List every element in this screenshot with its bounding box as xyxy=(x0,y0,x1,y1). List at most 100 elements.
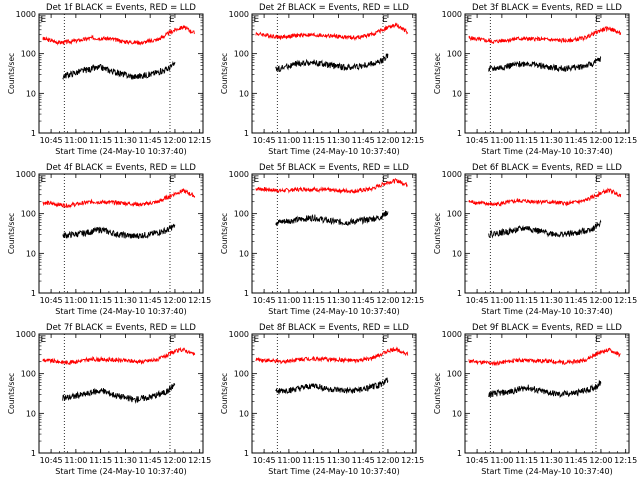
x-tick-label: 11:00 xyxy=(490,456,513,465)
x-tick-label: 10:45 xyxy=(466,456,489,465)
x-tick-label: 11:00 xyxy=(277,136,300,145)
chart-svg: Det 1f BLACK = Events, RED = LLD 1 10 100 10… xyxy=(7,3,211,156)
x-tick-label: 12:15 xyxy=(188,136,211,145)
x-tick-label: 11:45 xyxy=(139,456,162,465)
y-tick-label: 1000 xyxy=(16,10,36,19)
plot-frame xyxy=(38,13,204,134)
detector-panel-9: Det 9f BLACK = Events, RED = LLD 1 10 100 10… xyxy=(427,320,639,478)
x-tick-label: 11:00 xyxy=(490,136,513,145)
y-tick-label: 100 xyxy=(234,370,249,379)
y-tick-label: 100 xyxy=(234,50,249,59)
chart-title: Det 2f BLACK = Events, RED = LLD xyxy=(259,3,409,13)
event-marker-label: E xyxy=(169,335,175,345)
x-tick-label: 11:00 xyxy=(64,296,87,305)
chart-svg: Det 8f BLACK = Events, RED = LLD 1 10 100 10… xyxy=(220,323,424,476)
x-tick-label: 10:45 xyxy=(253,296,276,305)
y-axis-label: Counts/sec xyxy=(433,53,442,94)
x-axis-label: Start Time (24-May-10 10:37:40) xyxy=(55,147,186,156)
y-tick-label: 10 xyxy=(239,89,249,98)
y-tick-label: 10 xyxy=(26,249,36,258)
events-series-line xyxy=(488,219,602,239)
y-tick-label: 100 xyxy=(447,210,462,219)
y-axis-label: Counts/sec xyxy=(220,53,229,94)
y-tick-label: 100 xyxy=(21,50,36,59)
detector-panel-8: Det 8f BLACK = Events, RED = LLD 1 10 100 10… xyxy=(214,320,426,478)
chart-title: Det 7f BLACK = Events, RED = LLD xyxy=(46,323,196,333)
chart-svg: Det 2f BLACK = Events, RED = LLD 1 10 100 10… xyxy=(220,3,424,156)
x-tick-label: 11:15 xyxy=(515,136,538,145)
y-tick-label: 1000 xyxy=(229,10,249,19)
events-series-line xyxy=(62,382,176,404)
plot-frame xyxy=(464,333,630,454)
lld-series-line xyxy=(468,347,621,367)
x-tick-label: 12:00 xyxy=(376,456,399,465)
x-tick-label: 11:15 xyxy=(302,456,325,465)
chart-title: Det 1f BLACK = Events, RED = LLD xyxy=(46,3,196,13)
x-tick-label: 11:30 xyxy=(540,136,563,145)
detector-panel-7: Det 7f BLACK = Events, RED = LLD 1 10 100 10… xyxy=(1,320,213,478)
x-tick-label: 12:15 xyxy=(188,456,211,465)
x-tick-label: 12:15 xyxy=(401,296,424,305)
events-series-line xyxy=(275,210,389,227)
x-axis-label: Start Time (24-May-10 10:37:40) xyxy=(481,467,612,476)
chart-title: Det 6f BLACK = Events, RED = LLD xyxy=(472,163,622,173)
y-tick-label: 10 xyxy=(26,409,36,418)
x-axis-label: Start Time (24-May-10 10:37:40) xyxy=(55,467,186,476)
x-tick-label: 11:15 xyxy=(515,296,538,305)
x-tick-label: 10:45 xyxy=(40,296,63,305)
x-tick-label: 11:45 xyxy=(565,296,588,305)
events-series-line xyxy=(488,379,602,399)
x-tick-label: 11:45 xyxy=(565,136,588,145)
x-tick-label: 12:00 xyxy=(589,296,612,305)
x-tick-label: 10:45 xyxy=(253,456,276,465)
x-tick-label: 12:15 xyxy=(614,136,637,145)
x-tick-label: 11:15 xyxy=(302,296,325,305)
detector-panel-6: Det 6f BLACK = Events, RED = LLD 1 10 100 10… xyxy=(427,160,639,318)
x-tick-label: 12:00 xyxy=(163,136,186,145)
lld-series-line xyxy=(468,187,622,207)
events-series-line xyxy=(488,55,602,73)
x-tick-label: 11:45 xyxy=(352,136,375,145)
plot-frame xyxy=(38,333,204,454)
x-tick-label: 11:00 xyxy=(277,456,300,465)
x-tick-label: 11:45 xyxy=(565,456,588,465)
x-tick-label: 11:45 xyxy=(139,136,162,145)
x-tick-label: 11:30 xyxy=(327,456,350,465)
x-tick-label: 12:15 xyxy=(614,296,637,305)
x-axis-label: Start Time (24-May-10 10:37:40) xyxy=(481,307,612,316)
y-tick-label: 1 xyxy=(31,129,36,138)
y-tick-label: 100 xyxy=(447,50,462,59)
x-tick-label: 11:15 xyxy=(302,136,325,145)
y-tick-label: 100 xyxy=(21,370,36,379)
plot-frame xyxy=(464,13,630,134)
x-tick-label: 11:30 xyxy=(540,456,563,465)
x-tick-label: 11:15 xyxy=(89,296,112,305)
lld-series-line xyxy=(255,22,409,42)
event-marker-label: E xyxy=(169,175,175,185)
y-tick-label: 1000 xyxy=(16,170,36,179)
event-marker-label: E xyxy=(169,15,175,25)
y-tick-label: 10 xyxy=(452,409,462,418)
event-marker-label: E xyxy=(595,175,601,185)
x-tick-label: 11:00 xyxy=(64,136,87,145)
x-tick-label: 10:45 xyxy=(40,456,63,465)
x-axis-label: Start Time (24-May-10 10:37:40) xyxy=(55,307,186,316)
x-tick-label: 12:15 xyxy=(401,456,424,465)
x-tick-label: 11:30 xyxy=(114,456,137,465)
y-axis-label: Counts/sec xyxy=(220,213,229,254)
y-tick-label: 100 xyxy=(447,370,462,379)
y-axis-label: Counts/sec xyxy=(7,53,16,94)
x-tick-label: 11:30 xyxy=(327,296,350,305)
detector-panel-4: Det 4f BLACK = Events, RED = LLD 1 10 100 10… xyxy=(1,160,213,318)
event-marker-label: E xyxy=(382,15,388,25)
event-marker-label: E xyxy=(466,175,472,185)
chart-svg: Det 6f BLACK = Events, RED = LLD 1 10 100 10… xyxy=(433,163,637,316)
plot-frame xyxy=(251,13,417,134)
x-tick-label: 11:15 xyxy=(515,456,538,465)
y-tick-label: 1000 xyxy=(442,10,462,19)
chart-title: Det 3f BLACK = Events, RED = LLD xyxy=(472,3,622,13)
y-tick-label: 1 xyxy=(244,289,249,298)
chart-title: Det 4f BLACK = Events, RED = LLD xyxy=(46,163,196,173)
x-axis-label: Start Time (24-May-10 10:37:40) xyxy=(481,147,612,156)
y-tick-label: 1000 xyxy=(442,170,462,179)
